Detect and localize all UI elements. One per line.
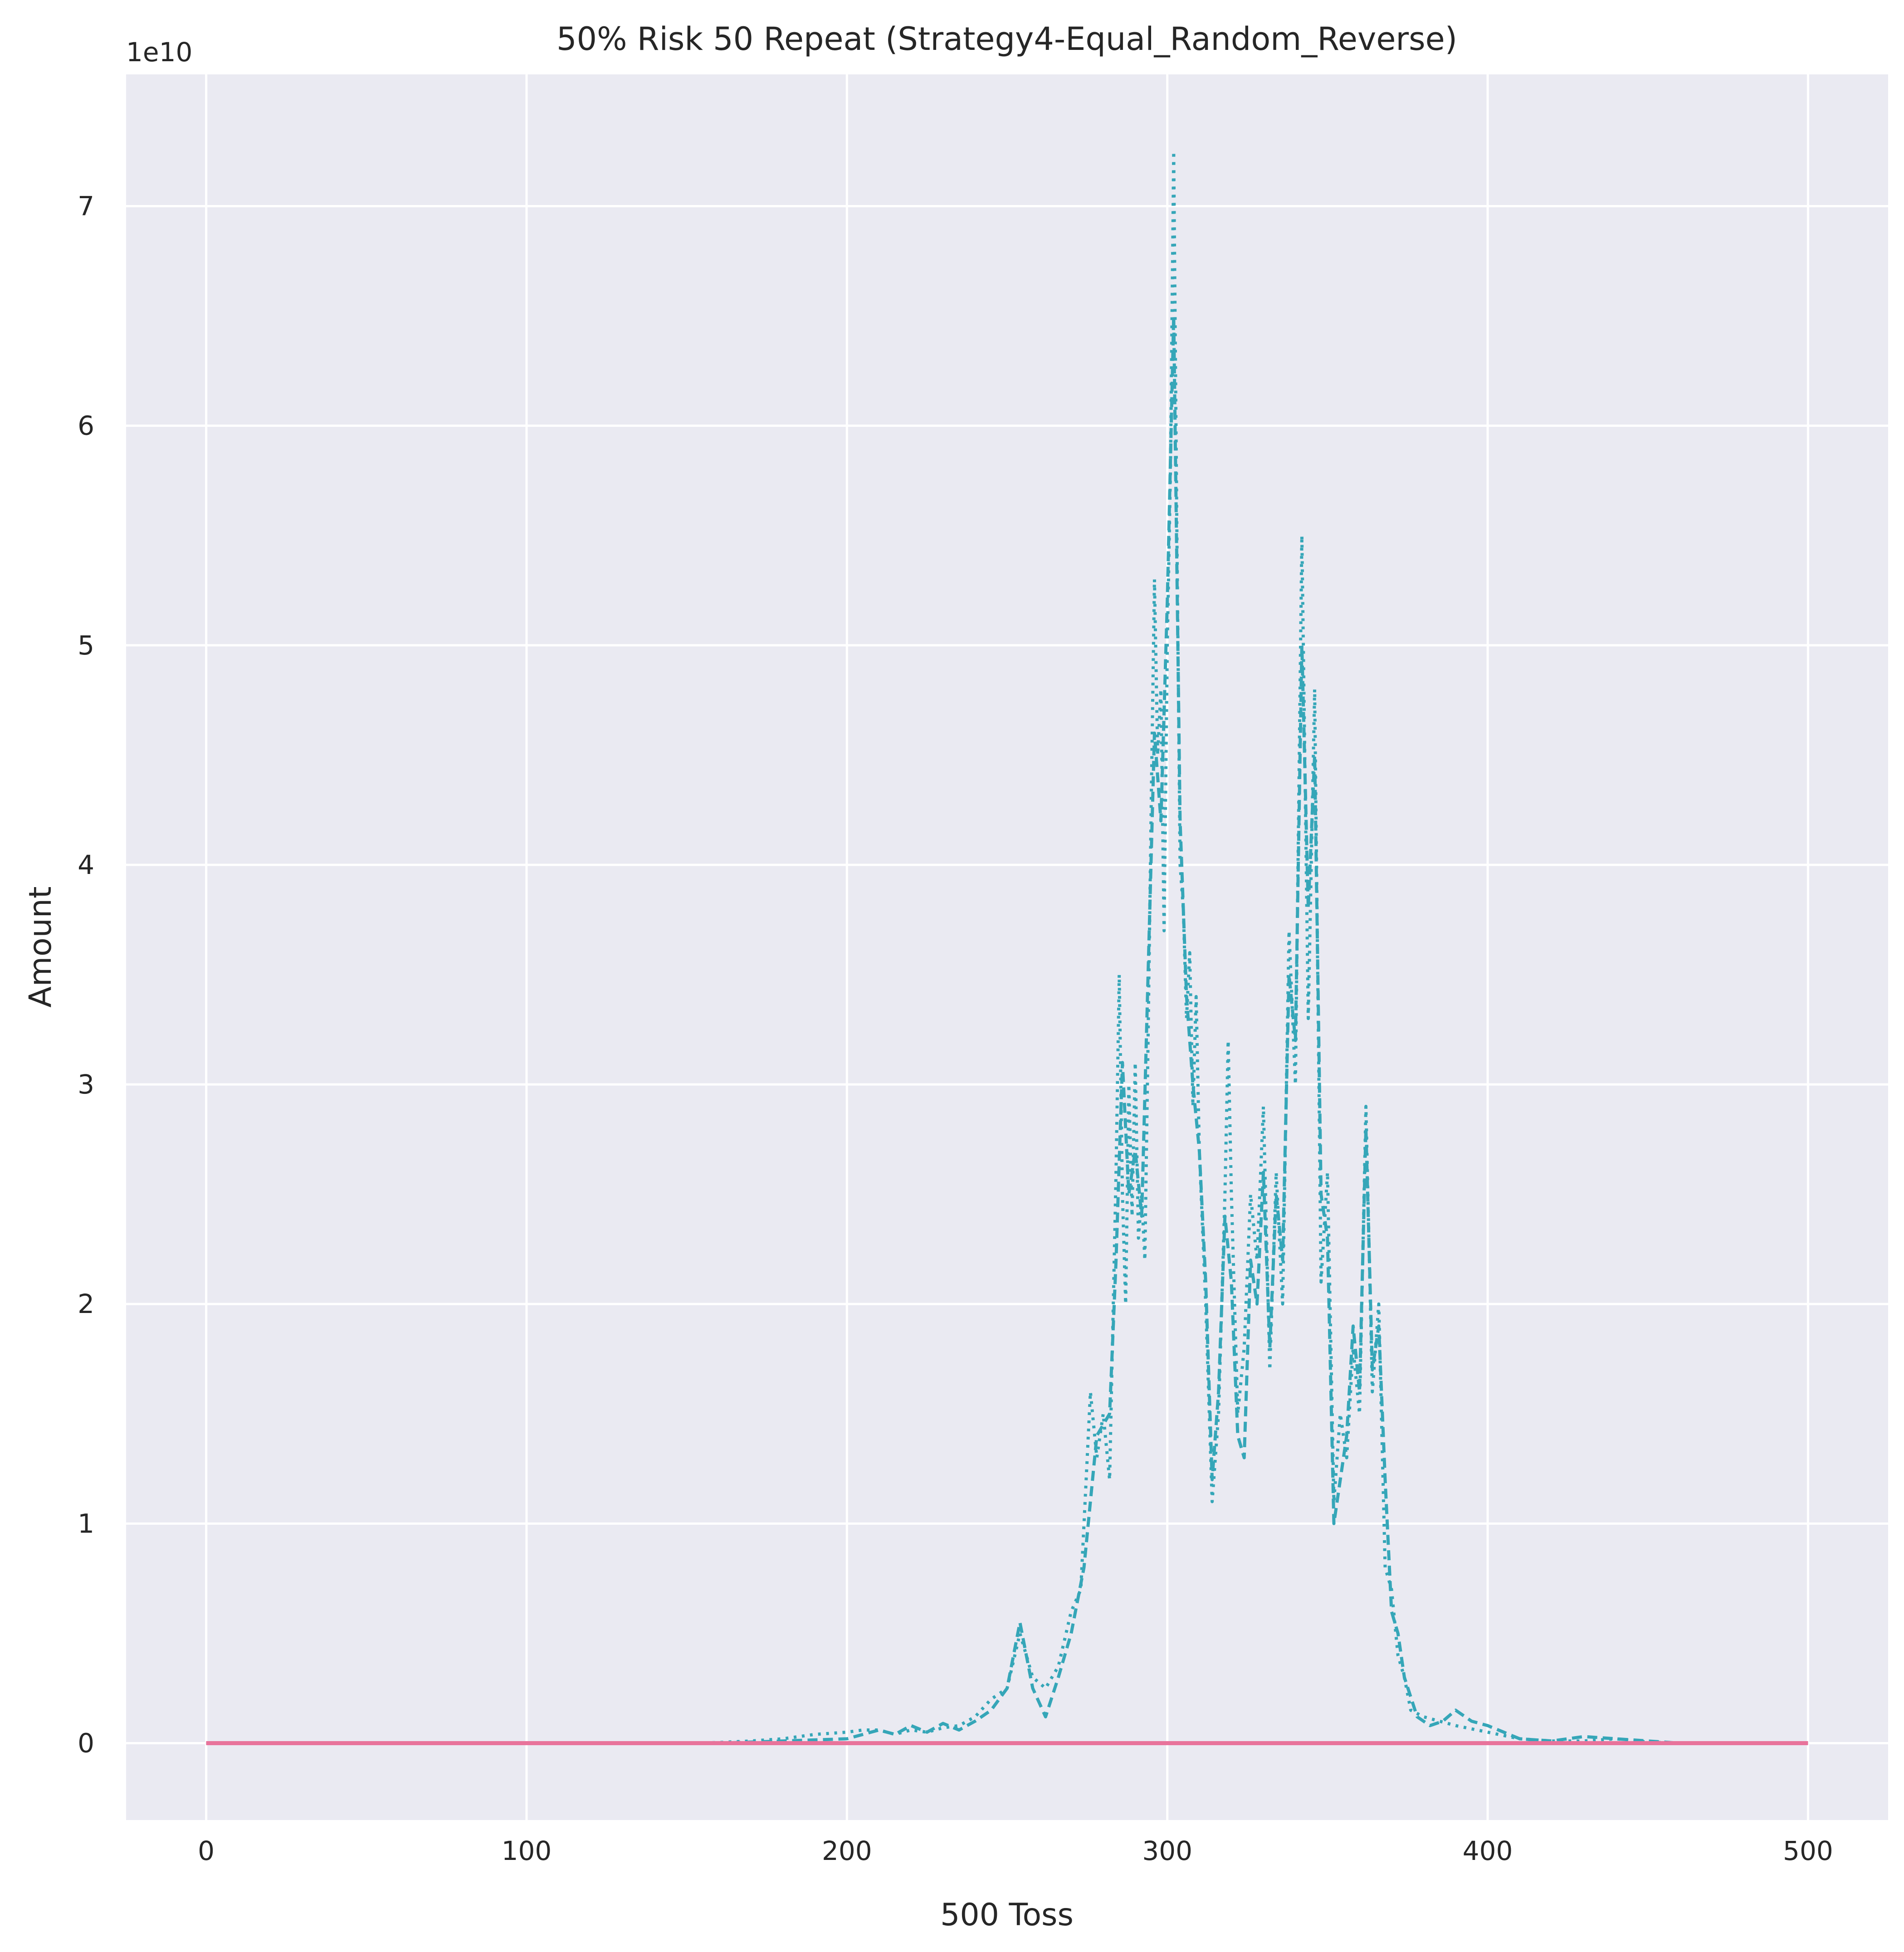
y-tick-label: 6 [78,410,94,441]
plot-area [126,74,1888,1820]
x-tick-labels: 0 100 200 300 400 500 [198,1835,1833,1866]
x-tick-label: 500 [1783,1835,1833,1866]
x-tick-label: 300 [1142,1835,1192,1866]
y-tick-label: 5 [78,630,94,661]
chart-title: 50% Risk 50 Repeat (Strategy4-Equal_Rand… [557,20,1457,58]
y-tick-label: 0 [78,1728,94,1759]
gridlines [126,74,1888,1820]
y-tick-label: 1 [78,1508,94,1539]
y-tick-label: 7 [78,190,94,221]
x-tick-label: 400 [1463,1835,1513,1866]
x-tick-label: 100 [502,1835,552,1866]
y-axis-label: Amount [23,886,59,1007]
x-tick-label: 0 [198,1835,215,1866]
y-tick-labels: 0 1 2 3 4 5 6 7 [78,190,94,1758]
y-tick-label: 3 [78,1069,94,1100]
x-axis-label: 500 Toss [940,1897,1074,1933]
series-line-dashed [206,314,1808,1745]
y-tick-label: 2 [78,1288,94,1319]
y-tick-label: 4 [78,849,94,880]
data-lines [206,150,1808,1745]
y-multiplier-label: 1e10 [126,37,192,68]
x-tick-label: 200 [822,1835,872,1866]
